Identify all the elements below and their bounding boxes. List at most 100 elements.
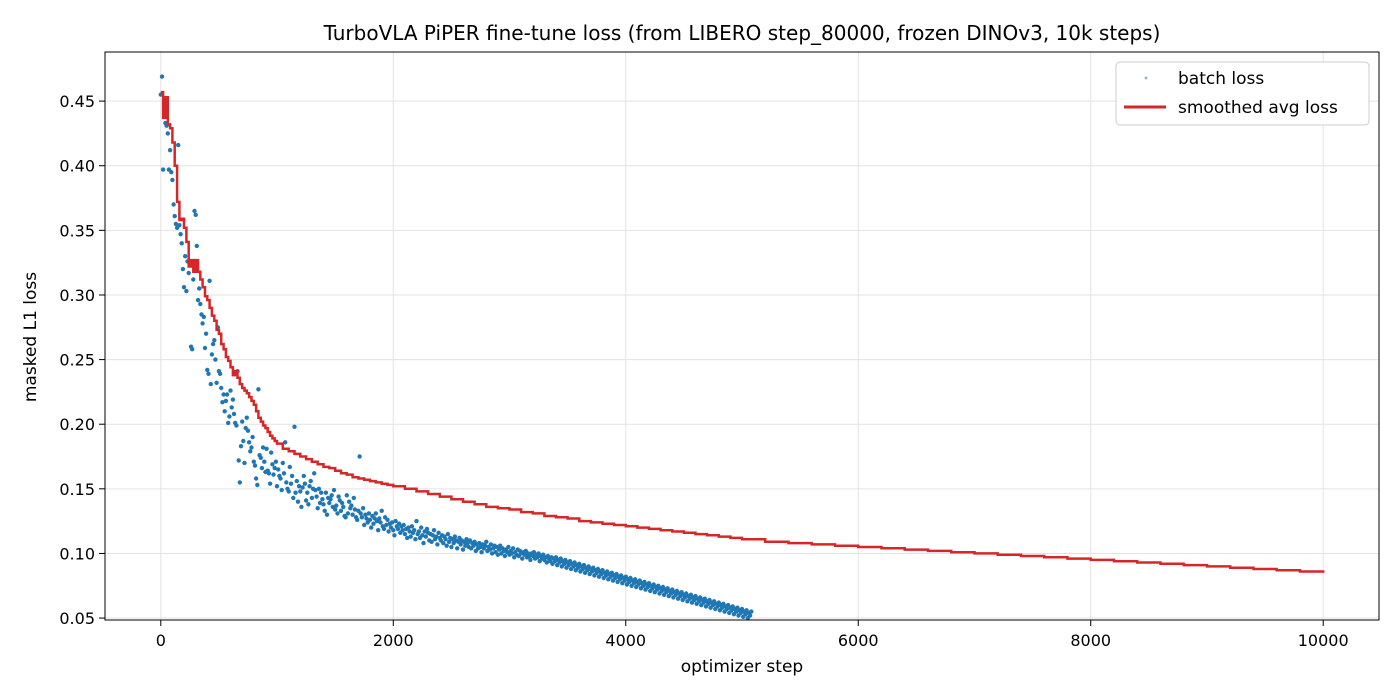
batch-loss-point <box>407 529 412 534</box>
legend-box <box>1115 61 1370 126</box>
batch-loss-point <box>495 552 501 557</box>
x-tick-label: 2000 <box>373 631 414 650</box>
batch-loss-point <box>319 490 324 495</box>
batch-loss-point <box>385 517 390 522</box>
batch-loss-point <box>392 533 397 538</box>
batch-loss-point <box>195 297 201 303</box>
batch-loss-point <box>580 566 585 572</box>
batch-loss-point <box>331 487 337 493</box>
batch-loss-point <box>220 400 225 405</box>
batch-loss-point <box>747 613 753 618</box>
y-tick-label: 0.15 <box>59 480 95 499</box>
batch-loss-point <box>441 540 446 546</box>
batch-loss-point <box>362 522 367 528</box>
batch-loss-point <box>245 428 251 433</box>
batch-loss-point <box>445 531 451 537</box>
y-tick-label: 0.35 <box>59 221 95 240</box>
batch-loss-point <box>324 512 330 517</box>
batch-loss-point <box>423 534 428 539</box>
batch-loss-point <box>641 583 646 588</box>
batch-loss-point <box>279 487 284 493</box>
batch-loss-point <box>242 460 247 466</box>
batch-loss-point <box>258 455 263 460</box>
batch-loss-point <box>160 167 166 172</box>
batch-loss-point <box>173 221 179 227</box>
x-axis-ticks: 0 2000 4000 6000 8000 10000 <box>156 620 1349 650</box>
batch-loss-point <box>262 459 267 464</box>
batch-loss-point <box>645 584 650 590</box>
batch-loss-point <box>184 288 189 294</box>
batch-loss-point <box>458 542 463 547</box>
batch-loss-point <box>269 450 274 455</box>
batch-loss-point <box>715 604 720 609</box>
batch-loss-point <box>219 385 224 391</box>
batch-loss-point <box>369 525 374 530</box>
batch-loss-point <box>295 499 301 504</box>
batch-loss-point <box>359 515 365 520</box>
batch-loss-point <box>395 526 401 532</box>
batch-loss-point <box>636 582 641 587</box>
batch-loss-point <box>419 525 424 530</box>
y-tick-label: 0.10 <box>59 544 95 563</box>
batch-loss-point <box>240 419 245 424</box>
batch-loss-point <box>617 577 623 582</box>
batch-loss-point <box>631 581 637 586</box>
batch-loss-point <box>210 341 216 347</box>
x-tick-label: 0 <box>156 631 166 650</box>
batch-loss-point <box>200 321 205 326</box>
batch-loss-point <box>496 547 502 552</box>
batch-loss-point <box>317 500 323 506</box>
batch-loss-point <box>710 602 716 608</box>
batch-loss-point <box>287 464 292 470</box>
batch-loss-point <box>183 254 188 259</box>
batch-loss-point <box>329 493 334 498</box>
batch-loss-point <box>273 459 279 464</box>
batch-loss-point <box>264 446 269 451</box>
batch-loss-point <box>298 489 303 494</box>
batch-loss-point <box>351 495 356 501</box>
batch-loss-series <box>158 74 754 621</box>
batch-loss-point <box>364 516 369 521</box>
batch-loss-point <box>272 465 277 471</box>
batch-loss-point <box>305 490 310 495</box>
batch-loss-point <box>409 524 415 529</box>
batch-loss-point <box>384 522 389 528</box>
batch-loss-point <box>552 559 558 564</box>
batch-loss-point <box>327 500 332 506</box>
batch-loss-point <box>334 503 339 508</box>
batch-loss-point <box>416 529 422 534</box>
batch-loss-point <box>256 387 261 392</box>
batch-loss-point <box>339 500 345 506</box>
batch-loss-point <box>400 528 405 533</box>
batch-loss-point <box>230 397 236 402</box>
batch-loss-point <box>673 592 678 597</box>
batch-loss-point <box>482 543 488 548</box>
batch-loss-point <box>286 489 291 494</box>
batch-loss-point <box>267 481 273 486</box>
batch-loss-point <box>194 243 199 249</box>
batch-loss-point <box>378 520 383 525</box>
batch-loss-point <box>355 517 360 522</box>
batch-loss-point <box>179 241 184 246</box>
batch-loss-point <box>344 493 349 498</box>
x-tick-label: 6000 <box>838 631 879 650</box>
batch-loss-point <box>734 609 739 614</box>
batch-loss-point <box>301 473 306 479</box>
batch-loss-point <box>528 557 533 563</box>
batch-loss-point <box>169 170 174 175</box>
batch-loss-point <box>228 388 233 393</box>
batch-loss-point <box>307 484 312 489</box>
batch-loss-point <box>241 438 246 444</box>
batch-loss-point <box>255 482 260 488</box>
batch-loss-point <box>613 575 618 581</box>
batch-loss-point <box>165 131 170 136</box>
batch-loss-point <box>678 593 683 599</box>
batch-loss-point <box>221 392 226 397</box>
batch-loss-point <box>284 480 289 485</box>
batch-loss-point <box>464 537 469 542</box>
batch-loss-point <box>471 543 476 548</box>
batch-loss-point <box>749 609 754 614</box>
batch-loss-point <box>420 533 425 538</box>
batch-loss-point <box>599 571 604 577</box>
batch-loss-point <box>202 345 208 351</box>
